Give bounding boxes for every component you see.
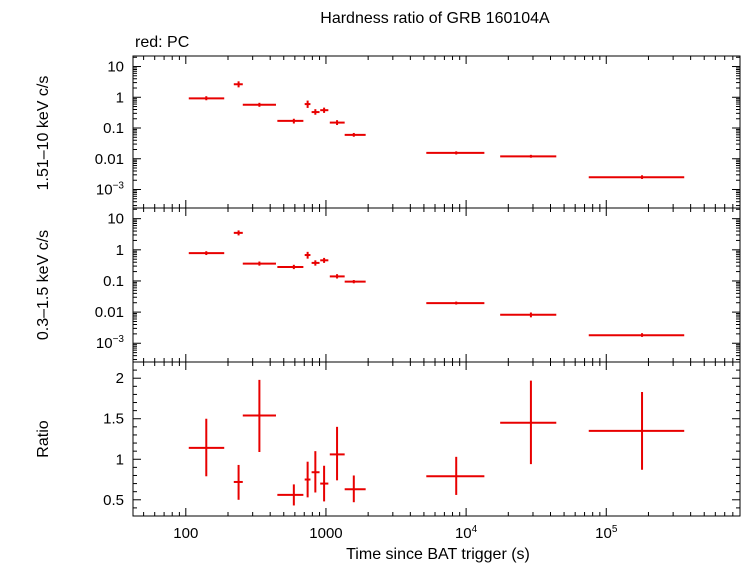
y-axis-label-soft: 0.3–1.5 keV c/s <box>35 230 52 340</box>
data-point <box>320 257 329 263</box>
data-point <box>233 464 243 500</box>
data-point <box>329 426 345 481</box>
x-tick-label-base: 10 <box>455 525 472 542</box>
y-tick-label: 1 <box>116 451 124 468</box>
data-point <box>311 260 320 266</box>
data-point <box>588 391 685 470</box>
y-tick-label: 1 <box>116 89 124 106</box>
panel-ratio: 0.5 1 1.5 2 Ratio <box>35 361 741 517</box>
x-tick-label: 1000 <box>309 525 342 542</box>
y-tick-label: 0.01 <box>95 304 124 321</box>
data-point <box>500 154 557 158</box>
y-axis-label-hard: 1.51–10 keV c/s <box>35 76 52 191</box>
data-point <box>311 109 320 115</box>
data-point <box>426 456 485 495</box>
data-point <box>242 261 276 266</box>
data-point <box>344 475 366 503</box>
y-tick-label: 0.1 <box>103 273 124 290</box>
data-point <box>188 251 225 256</box>
data-point <box>242 379 276 452</box>
data-point <box>320 465 329 502</box>
data-point <box>329 274 345 279</box>
y-tick-label: 10 <box>107 59 124 76</box>
data-point <box>500 380 557 465</box>
x-tick-label-exponent: 4 <box>472 524 478 535</box>
x-tick-label: 100 <box>173 525 198 542</box>
data-point <box>426 151 485 155</box>
data-point <box>233 230 243 236</box>
data-point <box>311 451 320 493</box>
y-axis-label-ratio: Ratio <box>35 420 52 457</box>
y-tick-label-base: 10 <box>96 181 113 198</box>
data-point <box>500 312 557 318</box>
y-tick-label: 10 <box>107 211 124 228</box>
panel-frame <box>132 207 741 363</box>
legend-note: red: PC <box>135 34 189 51</box>
data-point <box>233 81 243 88</box>
y-tick-label: 2 <box>116 370 124 387</box>
data-point <box>344 280 366 284</box>
data-point <box>304 461 311 498</box>
data-point <box>344 132 366 137</box>
data-point <box>277 484 304 506</box>
data-point <box>304 251 311 259</box>
panel-frame <box>132 55 741 209</box>
x-tick-label: 105 <box>595 524 618 542</box>
y-tick-label-exponent: −3 <box>113 180 125 191</box>
y-tick-label: 10−3 <box>96 334 125 352</box>
x-tick-label: 104 <box>455 524 478 542</box>
data-point <box>188 418 225 477</box>
panel-frame <box>132 361 741 517</box>
data-point <box>242 102 276 107</box>
y-tick-label-base: 10 <box>96 335 113 352</box>
y-tick-label: 0.1 <box>103 120 124 137</box>
y-tick-label: 10−3 <box>96 180 125 198</box>
y-tick-label: 0.5 <box>103 492 124 509</box>
data-point <box>188 96 225 101</box>
y-tick-label-exponent: −3 <box>113 334 125 345</box>
x-tick-label-base: 10 <box>595 525 612 542</box>
data-point <box>329 120 345 126</box>
data-point <box>426 301 485 305</box>
chart-title: Hardness ratio of GRB 160104A <box>320 10 550 27</box>
data-point <box>320 107 329 113</box>
data-point <box>304 100 311 108</box>
data-point <box>588 175 685 179</box>
y-tick-label: 0.01 <box>95 151 124 168</box>
y-tick-label: 1 <box>116 242 124 259</box>
x-tick-label-exponent: 5 <box>612 524 618 535</box>
y-tick-label: 1.5 <box>103 411 124 428</box>
data-point <box>277 118 304 124</box>
x-axis-label: Time since BAT trigger (s) <box>346 546 530 563</box>
data-point <box>588 333 685 337</box>
data-point <box>277 264 304 270</box>
